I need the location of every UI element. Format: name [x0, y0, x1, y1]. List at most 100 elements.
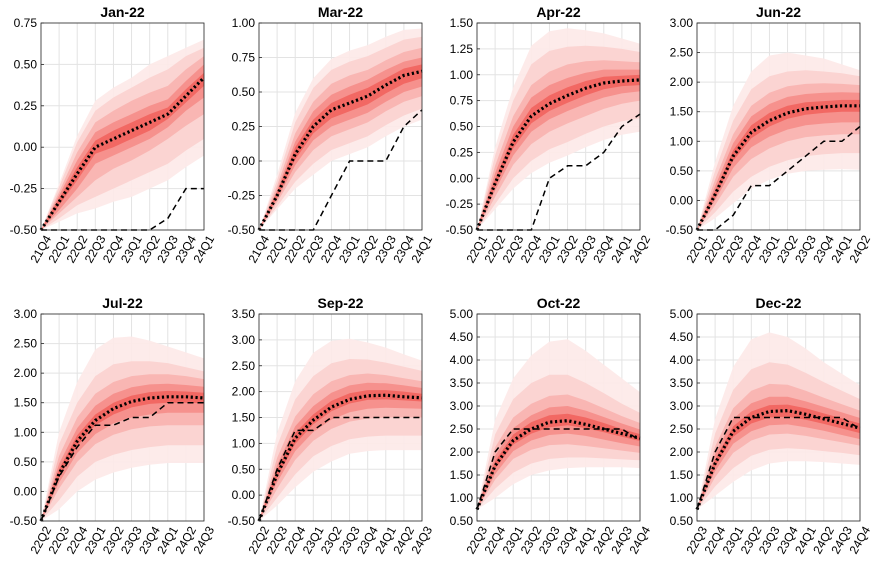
- panel-jul-22: -0.500.000.501.001.502.002.503.0022Q222Q…: [10, 295, 218, 556]
- y-tick-label: 3.00: [450, 399, 474, 413]
- y-tick-label: 0.50: [670, 164, 694, 178]
- y-tick-label: 0.75: [14, 16, 38, 30]
- panel-sep-22: -0.500.000.501.001.502.002.503.003.5022Q…: [228, 295, 436, 556]
- y-tick-label: -0.50: [446, 223, 474, 237]
- y-tick-label: 2.00: [232, 385, 256, 399]
- y-tick-label: 2.50: [14, 337, 38, 351]
- realized-path-line: [258, 416, 422, 522]
- y-tick-label: -0.50: [666, 223, 694, 237]
- y-tick-label: 3.00: [670, 16, 694, 30]
- y-tick-label: 5.00: [450, 307, 474, 321]
- y-tick-label: 0.75: [450, 94, 474, 108]
- median-forecast-line: [695, 408, 861, 511]
- y-tick-label: 4.50: [450, 330, 474, 344]
- median-forecast-line: [475, 419, 641, 511]
- fan-band-p20-p80: [477, 60, 640, 230]
- panel-title: Apr-22: [536, 4, 581, 20]
- y-tick-label: 1.00: [670, 491, 694, 505]
- y-tick-label: 2.00: [14, 366, 38, 380]
- panel-title: Oct-22: [537, 295, 581, 311]
- realized-path-line: [40, 401, 204, 522]
- y-tick-label: -0.25: [10, 182, 38, 196]
- fan-band-p40-p60: [697, 404, 860, 510]
- y-tick-label: 0.00: [670, 193, 694, 207]
- y-tick-label: 1.00: [450, 68, 474, 82]
- y-tick-label: 0.75: [232, 51, 256, 65]
- y-tick-label: 1.00: [670, 134, 694, 148]
- y-tick-label: 0.25: [14, 99, 38, 113]
- y-tick-label: 0.50: [450, 120, 474, 134]
- y-tick-label: 3.00: [14, 307, 38, 321]
- y-tick-label: 3.50: [450, 376, 474, 390]
- y-tick-label: 2.50: [232, 359, 256, 373]
- median-forecast-line: [257, 393, 423, 522]
- panel-title: Jan-22: [100, 4, 145, 20]
- y-tick-label: 4.00: [670, 353, 694, 367]
- y-tick-label: 0.50: [14, 57, 38, 71]
- y-tick-label: 1.50: [450, 16, 474, 30]
- panel-title: Mar-22: [318, 4, 363, 20]
- realized-path-line: [696, 416, 861, 510]
- panel-jun-22: -0.500.000.501.001.502.002.503.0022Q122Q…: [666, 4, 874, 265]
- panel-title: Dec-22: [756, 295, 802, 311]
- y-tick-label: 0.50: [232, 85, 256, 99]
- y-tick-label: 1.50: [670, 105, 694, 119]
- y-tick-label: 1.00: [450, 491, 474, 505]
- panel-title: Jun-22: [756, 4, 801, 20]
- y-tick-label: 2.50: [670, 46, 694, 60]
- panel-title: Jul-22: [102, 295, 143, 311]
- y-tick-label: 3.50: [232, 307, 256, 321]
- y-tick-label: 1.50: [232, 411, 256, 425]
- y-tick-label: 1.00: [232, 16, 256, 30]
- y-tick-label: 3.00: [670, 399, 694, 413]
- median-forecast-line: [39, 395, 205, 522]
- y-tick-label: 2.50: [670, 422, 694, 436]
- y-tick-label: -0.50: [10, 514, 38, 528]
- y-tick-label: 5.00: [670, 307, 694, 321]
- y-tick-label: 1.50: [670, 468, 694, 482]
- y-tick-label: 2.00: [670, 445, 694, 459]
- realized-path-line: [259, 109, 423, 231]
- y-tick-label: 1.50: [450, 468, 474, 482]
- realized-path-line: [476, 428, 641, 510]
- y-tick-label: -0.50: [228, 223, 256, 237]
- realized-path-line: [477, 113, 641, 231]
- axes-box: [696, 22, 861, 231]
- median-forecast-line: [475, 78, 641, 231]
- y-tick-label: 0.25: [450, 145, 474, 159]
- y-tick-label: 2.00: [450, 445, 474, 459]
- median-forecast-line: [257, 69, 423, 231]
- panel-jan-22: -0.50-0.250.000.250.500.7521Q422Q122Q222…: [10, 4, 218, 265]
- y-tick-label: 3.00: [232, 333, 256, 347]
- y-tick-label: -0.25: [228, 189, 256, 203]
- axes-box: [40, 22, 205, 231]
- y-tick-label: 0.50: [450, 514, 474, 528]
- y-tick-label: 2.50: [450, 422, 474, 436]
- y-tick-label: 3.50: [670, 376, 694, 390]
- y-tick-label: -0.50: [228, 514, 256, 528]
- y-tick-label: -0.25: [446, 197, 474, 211]
- panel-dec-22: 0.50 1.00 1.50 2.00 2.50 3.00 3.50 4.00 4.50 5.00…: [670, 295, 874, 556]
- y-tick-label: 1.25: [450, 42, 474, 56]
- axes-box: [696, 313, 861, 522]
- y-tick-label: 0.00: [232, 154, 256, 168]
- y-tick-label: 0.50: [232, 462, 256, 476]
- y-tick-label: 0.00: [14, 484, 38, 498]
- y-tick-label: 1.50: [14, 396, 38, 410]
- fan-band-p30-p70: [41, 64, 204, 231]
- y-tick-label: 0.50: [14, 455, 38, 469]
- y-tick-label: -0.50: [10, 223, 38, 237]
- panel-apr-22: -0.50-0.250.000.250.500.751.001.251.5022…: [446, 4, 654, 265]
- fan-band-p30-p70: [259, 57, 422, 230]
- realized-path-line: [697, 125, 861, 231]
- y-tick-label: 4.00: [450, 353, 474, 367]
- fan-band-p40-p60: [259, 64, 422, 231]
- panel-mar-22: -0.50-0.250.000.250.500.751.0021Q422Q122…: [228, 4, 436, 265]
- fan-band-p40-p60: [477, 74, 640, 230]
- y-tick-label: 0.25: [232, 120, 256, 134]
- panel-oct-22: 0.50 1.00 1.50 2.00 2.50 3.00 3.50 4.00 4.50 5.00…: [450, 295, 654, 556]
- fan-band-p40-p60: [41, 72, 204, 230]
- y-tick-label: 1.00: [232, 436, 256, 450]
- y-tick-label: 1.00: [14, 425, 38, 439]
